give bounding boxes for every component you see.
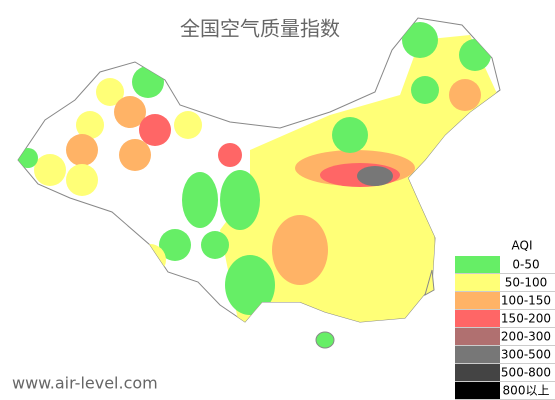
aqi-area <box>134 244 166 276</box>
aqi-area <box>478 108 500 132</box>
aqi-area <box>76 111 104 139</box>
legend-label: 50-100 <box>505 276 548 290</box>
legend-swatch <box>455 328 500 345</box>
legend-label: 200-300 <box>501 330 551 344</box>
aqi-area <box>96 78 124 106</box>
legend-swatch <box>455 274 500 291</box>
aqi-area <box>34 154 66 186</box>
aqi-area <box>201 231 229 259</box>
aqi-area <box>449 79 481 111</box>
island <box>315 331 335 349</box>
aqi-overlay <box>18 22 500 322</box>
legend-swatch <box>455 256 500 273</box>
legend-label: 800以上 <box>503 384 550 398</box>
aqi-area <box>459 39 491 71</box>
legend-swatch <box>455 292 500 309</box>
legend-label: 500-800 <box>501 366 551 380</box>
aqi-area <box>119 139 151 171</box>
legend-label: 300-500 <box>501 348 551 362</box>
legend-title: AQI <box>512 239 533 253</box>
aqi-area <box>174 111 202 139</box>
aqi-area <box>182 172 218 228</box>
legend-label: 150-200 <box>501 312 551 326</box>
aqi-area <box>114 96 146 128</box>
aqi-area <box>411 76 439 104</box>
legend-label: 100-150 <box>501 294 551 308</box>
aqi-area <box>218 143 242 167</box>
legend-swatch <box>455 364 500 381</box>
legend-label: 0-50 <box>512 258 539 272</box>
aqi-area <box>139 114 171 146</box>
legend-swatch <box>455 310 500 327</box>
legend-swatch <box>455 382 500 399</box>
aqi-area <box>402 22 438 58</box>
aqi-area <box>159 229 191 261</box>
legend: AQI 0-50 50-100 100-150 150-200 200-300 300-5… <box>452 236 555 400</box>
aqi-area <box>220 170 260 230</box>
aqi-area <box>272 215 328 285</box>
aqi-area <box>132 66 164 98</box>
watermark: www.air-level.com <box>12 374 158 393</box>
map-title: 全国空气质量指数 <box>180 17 340 41</box>
aqi-area <box>66 164 98 196</box>
map <box>17 17 501 349</box>
aqi-area <box>225 255 275 315</box>
aqi-area <box>66 134 98 166</box>
aqi-area <box>18 148 38 168</box>
legend-swatch <box>455 346 500 363</box>
aqi-area <box>357 166 393 186</box>
island <box>424 269 435 297</box>
aqi-area <box>332 117 368 153</box>
